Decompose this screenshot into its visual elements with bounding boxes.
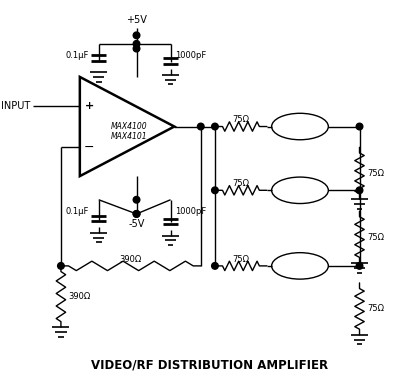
Text: 1000pF: 1000pF (175, 206, 207, 215)
Text: 390Ω: 390Ω (120, 255, 142, 264)
Circle shape (212, 123, 218, 130)
Circle shape (356, 123, 363, 130)
Text: VIDEO/RF DISTRIBUTION AMPLIFIER: VIDEO/RF DISTRIBUTION AMPLIFIER (91, 359, 328, 371)
Circle shape (133, 32, 140, 39)
Text: -5V: -5V (128, 219, 145, 229)
Text: 75Ω: 75Ω (367, 169, 384, 178)
Text: −: − (84, 141, 95, 154)
Circle shape (356, 263, 363, 269)
Circle shape (133, 196, 140, 203)
Text: +: + (85, 101, 94, 111)
Circle shape (133, 211, 140, 217)
Text: +5V: +5V (126, 15, 147, 25)
Circle shape (212, 187, 218, 194)
Text: 75Ω: 75Ω (232, 115, 250, 124)
Text: 75Ω: 75Ω (232, 255, 250, 264)
Text: 0.1μF: 0.1μF (66, 51, 89, 60)
Text: 75Ω: 75Ω (367, 233, 384, 242)
Text: 75Ω: 75Ω (367, 304, 384, 313)
Text: 0.1μF: 0.1μF (66, 206, 89, 215)
Circle shape (197, 123, 204, 130)
Circle shape (133, 41, 140, 47)
Circle shape (58, 263, 64, 269)
Text: 1000pF: 1000pF (175, 51, 207, 60)
Text: 390Ω: 390Ω (68, 292, 91, 301)
Circle shape (356, 187, 363, 194)
Text: MAX4100
MAX4101: MAX4100 MAX4101 (111, 122, 147, 141)
Circle shape (133, 45, 140, 52)
Text: INPUT: INPUT (2, 101, 31, 111)
Circle shape (133, 211, 140, 217)
Circle shape (212, 263, 218, 269)
Text: 75Ω: 75Ω (232, 179, 250, 188)
